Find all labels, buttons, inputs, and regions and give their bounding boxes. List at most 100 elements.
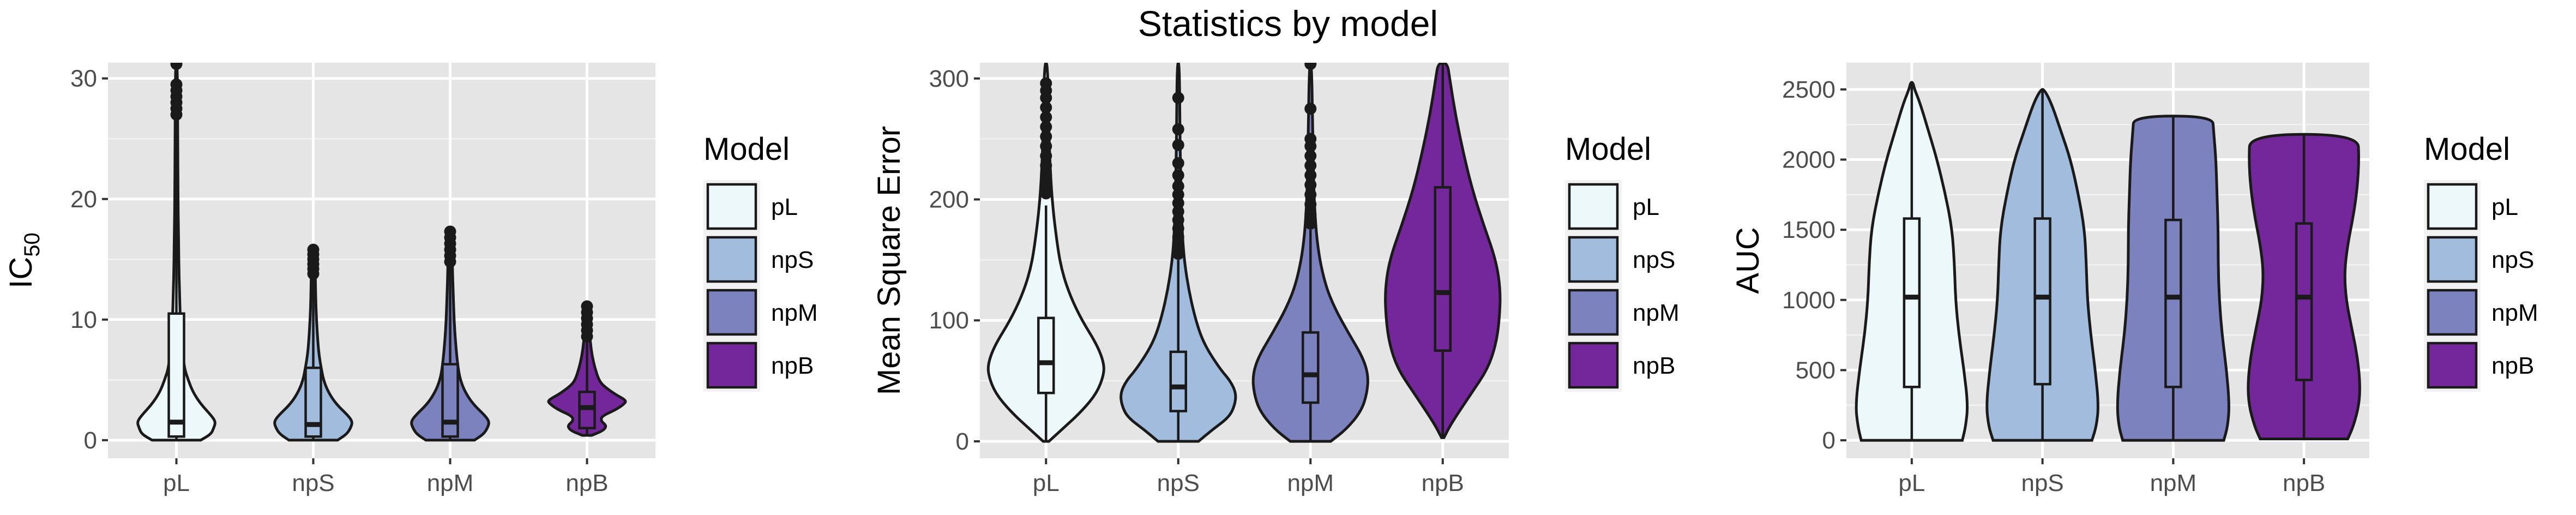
legend-key-npM (706, 289, 757, 336)
legend-label-npM: npM (771, 300, 818, 326)
y-tick-label: 100 (929, 307, 969, 334)
outlier-point (1040, 159, 1052, 172)
legend-label-npB: npB (771, 352, 814, 379)
chart-panel-1: 0 10 20 30 pL npS npM npB IC50 Model pL npS npM npB (3, 63, 818, 496)
x-tick-label: npB (2283, 470, 2325, 496)
box-pL (167, 312, 185, 438)
outlier-point (1172, 197, 1184, 209)
outlier-point (1304, 63, 1317, 70)
box-pL (1903, 217, 1921, 388)
legend-key-npB (2427, 342, 2478, 389)
box-npS (1169, 350, 1187, 412)
legend-label-pL: pL (2491, 194, 2518, 220)
legend-title: Model (703, 131, 790, 167)
legend-key-npM (1568, 289, 1619, 336)
legend-label-npM: npM (1633, 300, 1680, 326)
outlier-point (1172, 248, 1184, 260)
outlier-point (1040, 140, 1052, 152)
legend-label-npM: npM (2491, 300, 2538, 326)
legend-label-npS: npS (2491, 247, 2534, 273)
legend: Model pL npS npM npB (2424, 131, 2538, 392)
y-axis-title: IC50 (3, 232, 44, 289)
y-tick-label: 2000 (1782, 147, 1835, 173)
x-tick-label: npS (2021, 470, 2063, 496)
y-tick-label: 10 (70, 307, 97, 333)
outlier-point (444, 225, 456, 238)
outlier-point (1040, 130, 1052, 143)
outlier-point (1040, 121, 1052, 133)
legend-label-npS: npS (771, 247, 814, 273)
outlier-point (1172, 239, 1184, 251)
panels: 0 10 20 30 pL npS npM npB IC50 Model pL npS npM npB 0 1… (3, 63, 2538, 496)
outlier-point (170, 63, 183, 70)
outlier-point (1040, 178, 1052, 191)
y-tick-label: 30 (70, 65, 97, 92)
y-tick-label: 500 (1796, 357, 1835, 384)
outlier-point (1172, 222, 1184, 235)
y-tick-label: 20 (70, 186, 97, 213)
x-tick-label: pL (1898, 470, 1925, 496)
legend-label-pL: pL (771, 194, 798, 220)
y-tick-label: 300 (929, 65, 969, 92)
outlier-point (1172, 92, 1184, 104)
plot-area (1855, 81, 2361, 442)
legend-key-npM (2427, 289, 2478, 336)
outlier-point (1304, 169, 1317, 182)
legend-title: Model (1565, 131, 1651, 167)
outlier-point (1040, 111, 1052, 123)
outlier-point (1304, 103, 1317, 115)
legend-key-npS (706, 236, 757, 283)
box-npM (2164, 218, 2182, 388)
outlier-point (1304, 208, 1317, 220)
outlier-point (1172, 180, 1184, 193)
x-tick-label: pL (1033, 470, 1060, 496)
y-tick-label: 2500 (1782, 76, 1835, 103)
legend-key-npS (2427, 236, 2478, 283)
legend: Model pL npS npM npB (1565, 131, 1680, 392)
outlier-point (170, 78, 183, 91)
y-tick-label: 1500 (1782, 217, 1835, 243)
figure-title: Statistics by model (1138, 3, 1438, 44)
outlier-point (1304, 217, 1317, 230)
x-tick-label: npM (1287, 470, 1334, 496)
outlier-point (307, 243, 320, 256)
legend-key-npS (1568, 236, 1619, 283)
chart-panel-2: 0 100 200 300 pL npS npM npB Mean Square Error Mo… (871, 63, 1680, 496)
y-axis-title-subscript: 50 (20, 232, 44, 257)
x-tick-label: npB (565, 470, 608, 496)
box-npB (2295, 222, 2313, 381)
plot-area (136, 63, 627, 442)
outlier-point (1304, 159, 1317, 172)
legend-key-npB (706, 342, 757, 389)
legend-label-pL: pL (1633, 194, 1659, 220)
legend-label-npB: npB (2491, 352, 2534, 379)
outlier-point (1172, 205, 1184, 218)
outlier-point (1304, 178, 1317, 191)
y-tick-label: 0 (1822, 427, 1835, 454)
x-tick-label: npS (292, 470, 334, 496)
box-npS (2033, 217, 2051, 386)
chart-panel-3: 0 500 1000 1500 2000 2500 pL npS npM npB AUC Model p… (1730, 63, 2538, 496)
outlier-point (1172, 139, 1184, 151)
box-pL (1037, 316, 1055, 394)
outlier-point (1172, 231, 1184, 243)
outlier-point (1172, 214, 1184, 226)
legend-key-pL (1568, 183, 1619, 230)
outlier-point (1304, 149, 1317, 162)
y-tick-label: 0 (84, 427, 97, 454)
legend-key-npB (1568, 342, 1619, 389)
y-axis-title: Mean Square Error (871, 126, 907, 395)
outlier-point (1040, 77, 1052, 89)
outlier-point (1040, 101, 1052, 114)
box-npB (1434, 186, 1452, 352)
legend-key-pL (706, 183, 757, 230)
outlier-point (1040, 149, 1052, 162)
outlier-point (1172, 123, 1184, 135)
y-tick-label: 0 (956, 428, 969, 455)
outlier-point (1172, 169, 1184, 182)
y-axis-title: AUC (1730, 227, 1766, 294)
legend-label-npB: npB (1633, 352, 1675, 379)
legend: Model pL npS npM npB (703, 131, 818, 392)
outlier-point (1040, 187, 1052, 200)
